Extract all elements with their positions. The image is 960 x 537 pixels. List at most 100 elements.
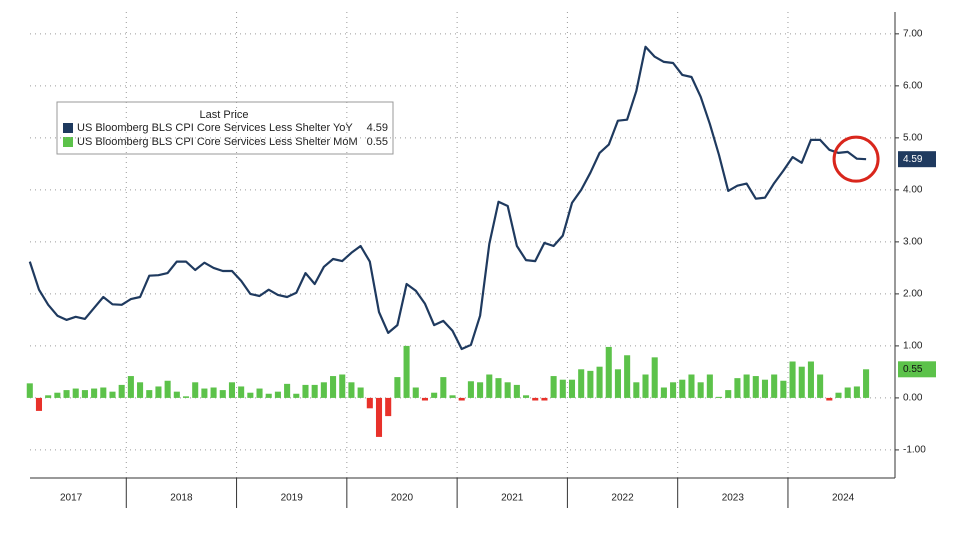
bar: [624, 355, 631, 398]
bar: [614, 369, 621, 398]
y-tick-label: -1.00: [903, 445, 926, 456]
x-tick-label: 2020: [391, 493, 414, 504]
bar: [716, 396, 723, 398]
bar: [302, 384, 309, 398]
legend-box: [56, 101, 394, 155]
bar: [91, 388, 98, 398]
bar: [274, 391, 281, 398]
bar: [651, 357, 658, 398]
bar: [320, 382, 327, 398]
bar: [532, 397, 539, 401]
bar: [807, 361, 814, 398]
x-tick-label: 2024: [832, 493, 855, 504]
bar: [366, 397, 373, 409]
y-tick-label: 3.00: [903, 237, 923, 248]
bar: [137, 382, 144, 398]
bar: [633, 382, 640, 398]
bar: [247, 392, 254, 398]
bar: [725, 390, 732, 398]
bar: [670, 382, 677, 398]
last-value-tag: [898, 361, 936, 378]
bar: [164, 380, 171, 398]
last-value-label: 0.55: [903, 364, 923, 375]
legend: US Bloomberg BLS CPI Core Services Less …: [56, 101, 394, 155]
bar: [265, 393, 272, 398]
bar: [817, 374, 824, 398]
bar: [431, 392, 438, 398]
bar: [403, 345, 410, 398]
legend-value: 0.55: [367, 136, 388, 148]
bar: [835, 392, 842, 398]
bar: [578, 369, 585, 398]
legend-title: Last Price: [200, 109, 249, 121]
bar: [412, 387, 419, 398]
bar: [458, 397, 465, 401]
bar: [192, 382, 199, 398]
highlight-circle: [832, 135, 880, 183]
bar: [853, 386, 860, 398]
bar: [421, 397, 428, 401]
bar: [541, 397, 548, 401]
bar: [256, 388, 263, 398]
bar: [440, 377, 447, 398]
bar: [109, 391, 116, 398]
bar: [605, 346, 612, 398]
legend-swatch: [63, 137, 73, 147]
y-tick-label: 7.00: [903, 28, 923, 39]
bar: [863, 369, 870, 398]
bar: [63, 390, 70, 398]
y-tick-label: 2.00: [903, 289, 923, 300]
bar: [293, 393, 300, 398]
bar: [127, 376, 134, 398]
bar: [201, 388, 208, 398]
bar: [100, 387, 107, 398]
bar: [486, 374, 493, 398]
bar: [780, 380, 787, 398]
bar: [844, 387, 851, 398]
bar: [339, 374, 346, 398]
legend-value: 4.59: [367, 122, 388, 134]
bar: [45, 395, 52, 398]
bar: [348, 382, 355, 398]
y-tick-label: 5.00: [903, 133, 923, 144]
bar: [35, 397, 43, 411]
x-tick-label: 2018: [170, 493, 193, 504]
last-value-label: 4.59: [903, 154, 923, 165]
bar: [146, 390, 153, 398]
bar: [826, 397, 833, 401]
y-tick-label: 4.00: [903, 185, 923, 196]
bar: [72, 388, 79, 398]
y-tick-label: 6.00: [903, 80, 923, 91]
legend-label: US Bloomberg BLS CPI Core Services Less …: [77, 122, 353, 134]
bar: [284, 383, 291, 398]
bar: [26, 383, 33, 398]
bar: [375, 397, 383, 437]
bar: [311, 384, 318, 398]
bar: [357, 387, 364, 398]
bar: [771, 374, 778, 398]
bar: [587, 370, 594, 398]
bar: [182, 396, 190, 398]
bar: [54, 392, 61, 398]
bar: [734, 378, 741, 398]
bar: [394, 377, 401, 398]
x-tick-label: 2023: [722, 493, 745, 504]
line: [28, 45, 867, 351]
x-tick-label: 2017: [60, 493, 83, 504]
bar: [660, 387, 667, 398]
y-tick-label: 1.00: [903, 341, 923, 352]
x-tick-label: 2019: [281, 493, 304, 504]
bar: [697, 382, 704, 398]
bar: [495, 378, 502, 398]
bar: [706, 374, 713, 398]
bar: [228, 382, 235, 398]
bar: [477, 382, 484, 398]
last-value-tag: [898, 151, 936, 168]
bar: [81, 390, 88, 398]
bar: [173, 391, 180, 398]
bar: [330, 376, 337, 398]
bar: [550, 376, 557, 398]
bar: [789, 361, 796, 398]
bar: [559, 379, 566, 398]
